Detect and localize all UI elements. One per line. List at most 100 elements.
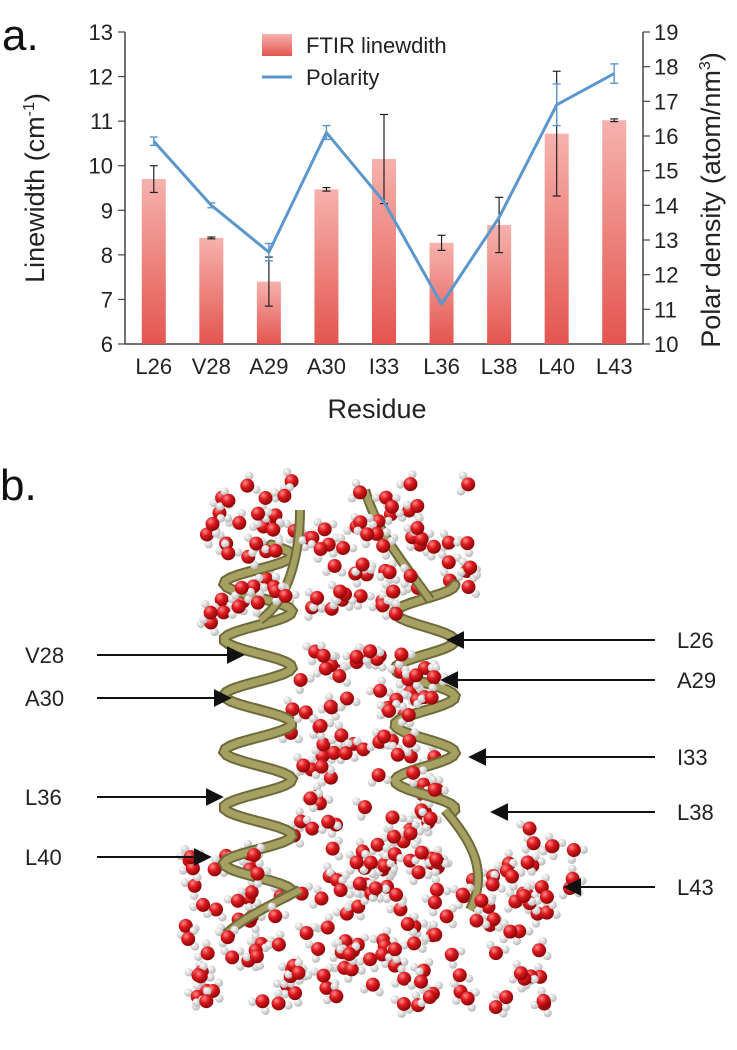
bar xyxy=(602,120,627,344)
water-molecule xyxy=(417,983,437,1008)
water-molecule xyxy=(242,949,264,971)
water-molecule xyxy=(381,599,403,621)
water-molecule xyxy=(403,514,425,536)
water-molecule xyxy=(417,683,439,705)
residue-label-left: L36 xyxy=(25,785,62,810)
residue-label-right: L26 xyxy=(677,628,714,653)
water-molecule xyxy=(530,986,551,1010)
water-molecule xyxy=(205,514,226,538)
water-molecule xyxy=(223,887,246,908)
linewidth-polarity-chart: a. 6 7 8 9 10 11 12 13 10 11 12 13 14 15 16 17 18 19 L26… xyxy=(2,11,726,424)
helix-tail xyxy=(222,887,302,938)
water-molecule xyxy=(194,939,215,962)
helix-ribbons xyxy=(217,488,484,939)
water-molecule xyxy=(418,807,438,832)
y-right-tick-label: 19 xyxy=(654,20,678,45)
y-right-tick-label: 17 xyxy=(654,89,678,114)
water-molecule xyxy=(421,920,443,943)
water-molecule xyxy=(566,843,589,865)
water-molecule xyxy=(427,775,449,797)
water-molecule xyxy=(332,663,352,687)
helix-tail xyxy=(442,808,482,912)
water-molecule xyxy=(231,580,255,600)
water-molecule xyxy=(344,962,366,983)
water-molecule xyxy=(214,925,239,945)
water-molecule xyxy=(303,789,324,813)
residue-label-right: I33 xyxy=(677,745,708,770)
water-molecule xyxy=(178,861,202,882)
water-molecule xyxy=(460,988,480,1012)
polarity-error-bars xyxy=(149,63,619,262)
water-molecule xyxy=(342,643,364,664)
water-molecule xyxy=(539,832,559,856)
water-molecule xyxy=(325,836,344,861)
water-molecules-front xyxy=(180,467,587,1018)
helix-tail xyxy=(362,489,433,602)
water-molecule xyxy=(244,595,265,617)
water-molecule xyxy=(400,912,419,937)
water-molecule xyxy=(376,699,401,718)
water-molecule xyxy=(313,517,338,537)
water-molecule xyxy=(292,753,311,778)
residue-label-left: A30 xyxy=(25,686,64,711)
legend-label-line: Polarity xyxy=(306,65,379,90)
water-molecule xyxy=(457,560,482,580)
water-molecule xyxy=(352,876,375,898)
water-molecule xyxy=(401,668,424,690)
water-molecule xyxy=(189,897,212,919)
x-tick-label: L40 xyxy=(538,354,575,379)
water-molecule xyxy=(407,967,429,990)
water-molecule xyxy=(264,930,286,952)
water-molecule xyxy=(220,539,243,561)
helix-water-render: b. V28 A30 L36 L40 L26 A29 I33 L38 L43 xyxy=(0,461,716,1018)
water-molecule xyxy=(387,941,409,964)
water-molecule xyxy=(439,904,458,929)
water-molecule xyxy=(199,599,218,624)
water-molecule xyxy=(251,506,273,528)
water-molecule xyxy=(382,887,407,907)
x-tick-label: A30 xyxy=(307,354,346,379)
water-molecule xyxy=(278,582,300,603)
y-left-tick-label: 7 xyxy=(101,287,113,312)
water-molecule xyxy=(294,922,319,941)
left-axis-ticks: 6 7 8 9 10 11 12 13 xyxy=(89,20,125,357)
water-molecule xyxy=(240,471,261,494)
water-molecule xyxy=(407,929,427,953)
water-molecule xyxy=(328,581,348,605)
bar xyxy=(199,237,224,344)
water-molecule xyxy=(347,479,367,503)
water-molecule xyxy=(322,982,344,1005)
water-molecule xyxy=(400,563,418,589)
water-molecule xyxy=(359,850,378,875)
bar-series xyxy=(141,120,627,344)
legend: FTIR linewdith Polarity xyxy=(262,33,447,90)
water-molecule xyxy=(384,493,404,518)
x-axis-title: Residue xyxy=(327,394,426,424)
residue-label-left: L40 xyxy=(25,845,62,870)
panel-a-label: a. xyxy=(2,11,39,60)
y-left-tick-label: 11 xyxy=(90,109,113,134)
water-molecule xyxy=(367,768,392,787)
water-molecule xyxy=(326,740,345,765)
water-molecule xyxy=(385,810,407,832)
y-left-tick-label: 6 xyxy=(101,332,113,357)
y-right-tick-label: 16 xyxy=(654,124,678,149)
x-tick-label: L36 xyxy=(423,354,460,379)
water-molecule xyxy=(328,721,349,745)
water-molecule xyxy=(394,647,416,669)
water-molecule xyxy=(512,924,534,946)
water-molecule xyxy=(280,986,303,1007)
water-molecule xyxy=(370,833,389,858)
water-molecule xyxy=(192,987,214,1009)
polarity-line xyxy=(152,72,615,306)
water-molecule xyxy=(309,885,329,909)
water-molecule xyxy=(359,977,384,997)
water-molecule xyxy=(402,728,421,753)
water-molecule xyxy=(246,843,265,868)
water-molecule xyxy=(304,940,326,963)
y-right-tick-label: 11 xyxy=(654,297,677,322)
water-molecule xyxy=(216,487,236,511)
water-molecule xyxy=(450,968,474,988)
x-tick-label: L43 xyxy=(596,354,633,379)
helix-tail xyxy=(258,509,303,623)
